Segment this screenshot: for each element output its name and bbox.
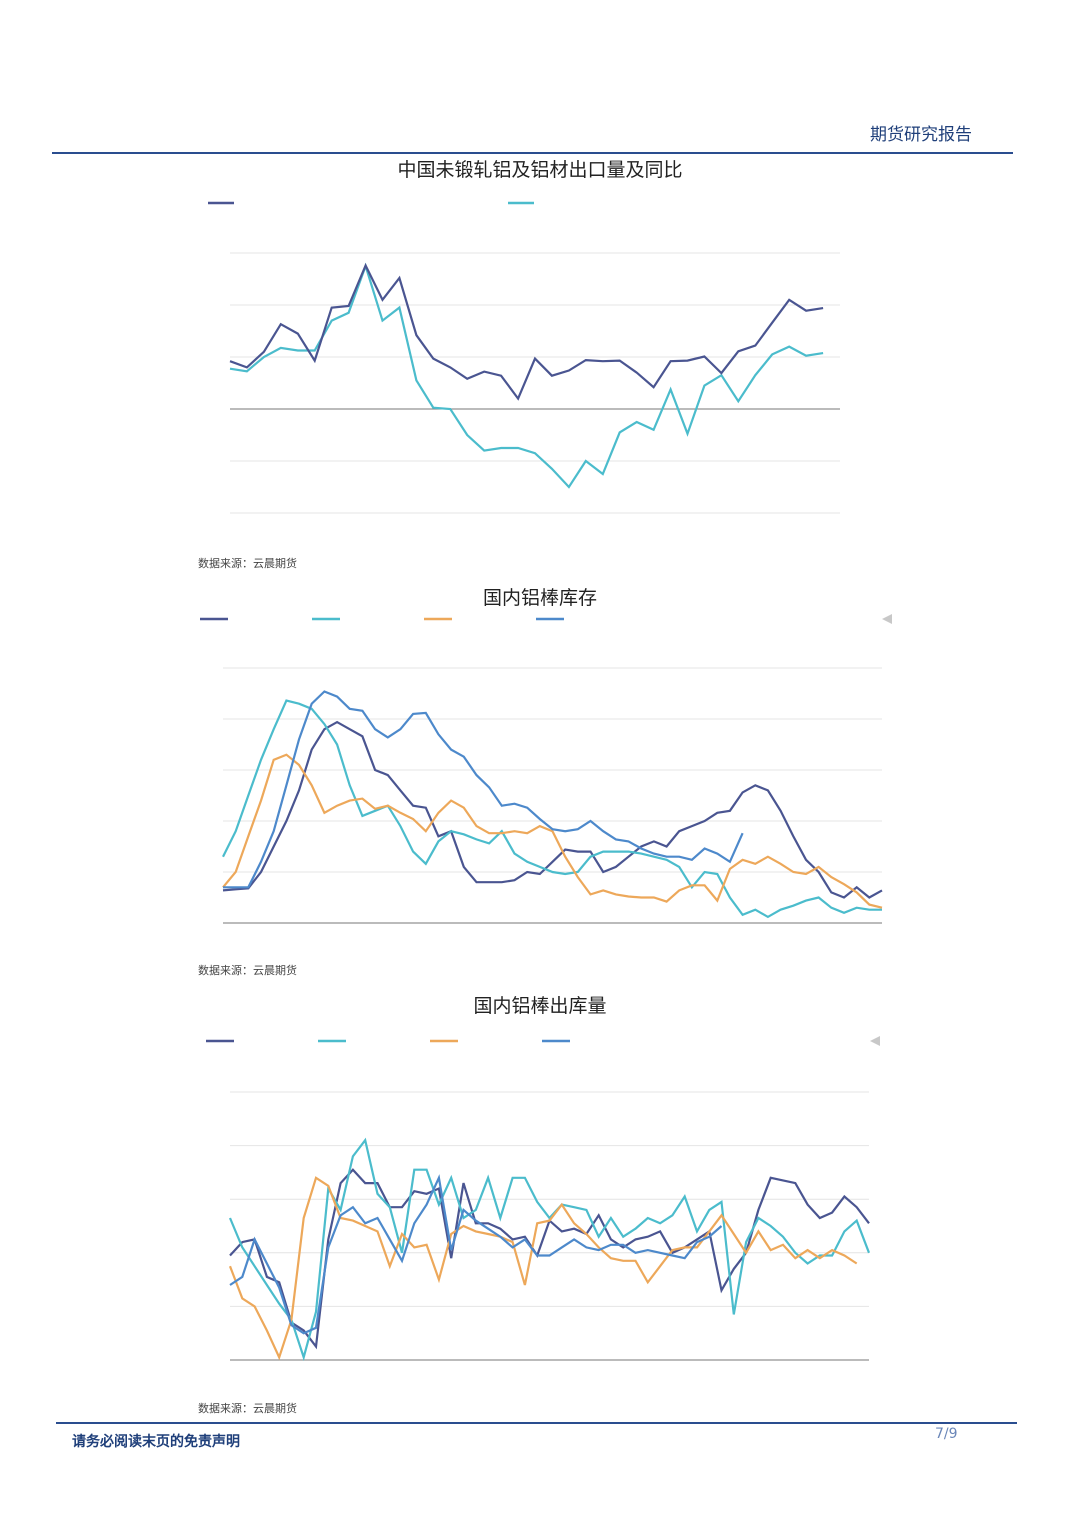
series-line-2021: [222, 720, 883, 899]
series-line-export-yoy: [229, 262, 824, 489]
footer-divider: [56, 1422, 1017, 1424]
chart3-title: 国内铝棒出库量: [473, 995, 607, 1017]
report-type-header: 期货研究报告: [870, 125, 972, 145]
chart1-title: 中国未锻轧铝及铝材出口量及同比: [397, 159, 683, 181]
chart1-source: 数据来源：云晨期货: [198, 557, 297, 570]
series-line-export-volume: [229, 262, 824, 401]
series-line-2022: [228, 1137, 871, 1362]
chart2-inventory: [200, 614, 892, 924]
series-line-2024: [229, 1174, 723, 1335]
chart2-source: 数据来源：云晨期货: [198, 964, 297, 977]
header-divider: [52, 152, 1013, 154]
legend-scroll-arrow-icon: [870, 1036, 880, 1046]
series-line-2023: [222, 753, 883, 909]
legend-scroll-arrow-icon: [882, 614, 892, 624]
disclaimer-text: 请务必阅读末页的免责声明: [72, 1434, 240, 1450]
chart3-source: 数据来源：云晨期货: [198, 1402, 297, 1415]
series-line-2023: [228, 1176, 858, 1361]
chart3-outbound: [206, 1036, 880, 1362]
page-number: 7/9: [935, 1426, 958, 1442]
series-line-2022: [222, 699, 882, 919]
chart2-title: 国内铝棒库存: [482, 587, 597, 609]
chart1-export-volume: [208, 201, 840, 514]
series-line-2024: [223, 690, 744, 889]
